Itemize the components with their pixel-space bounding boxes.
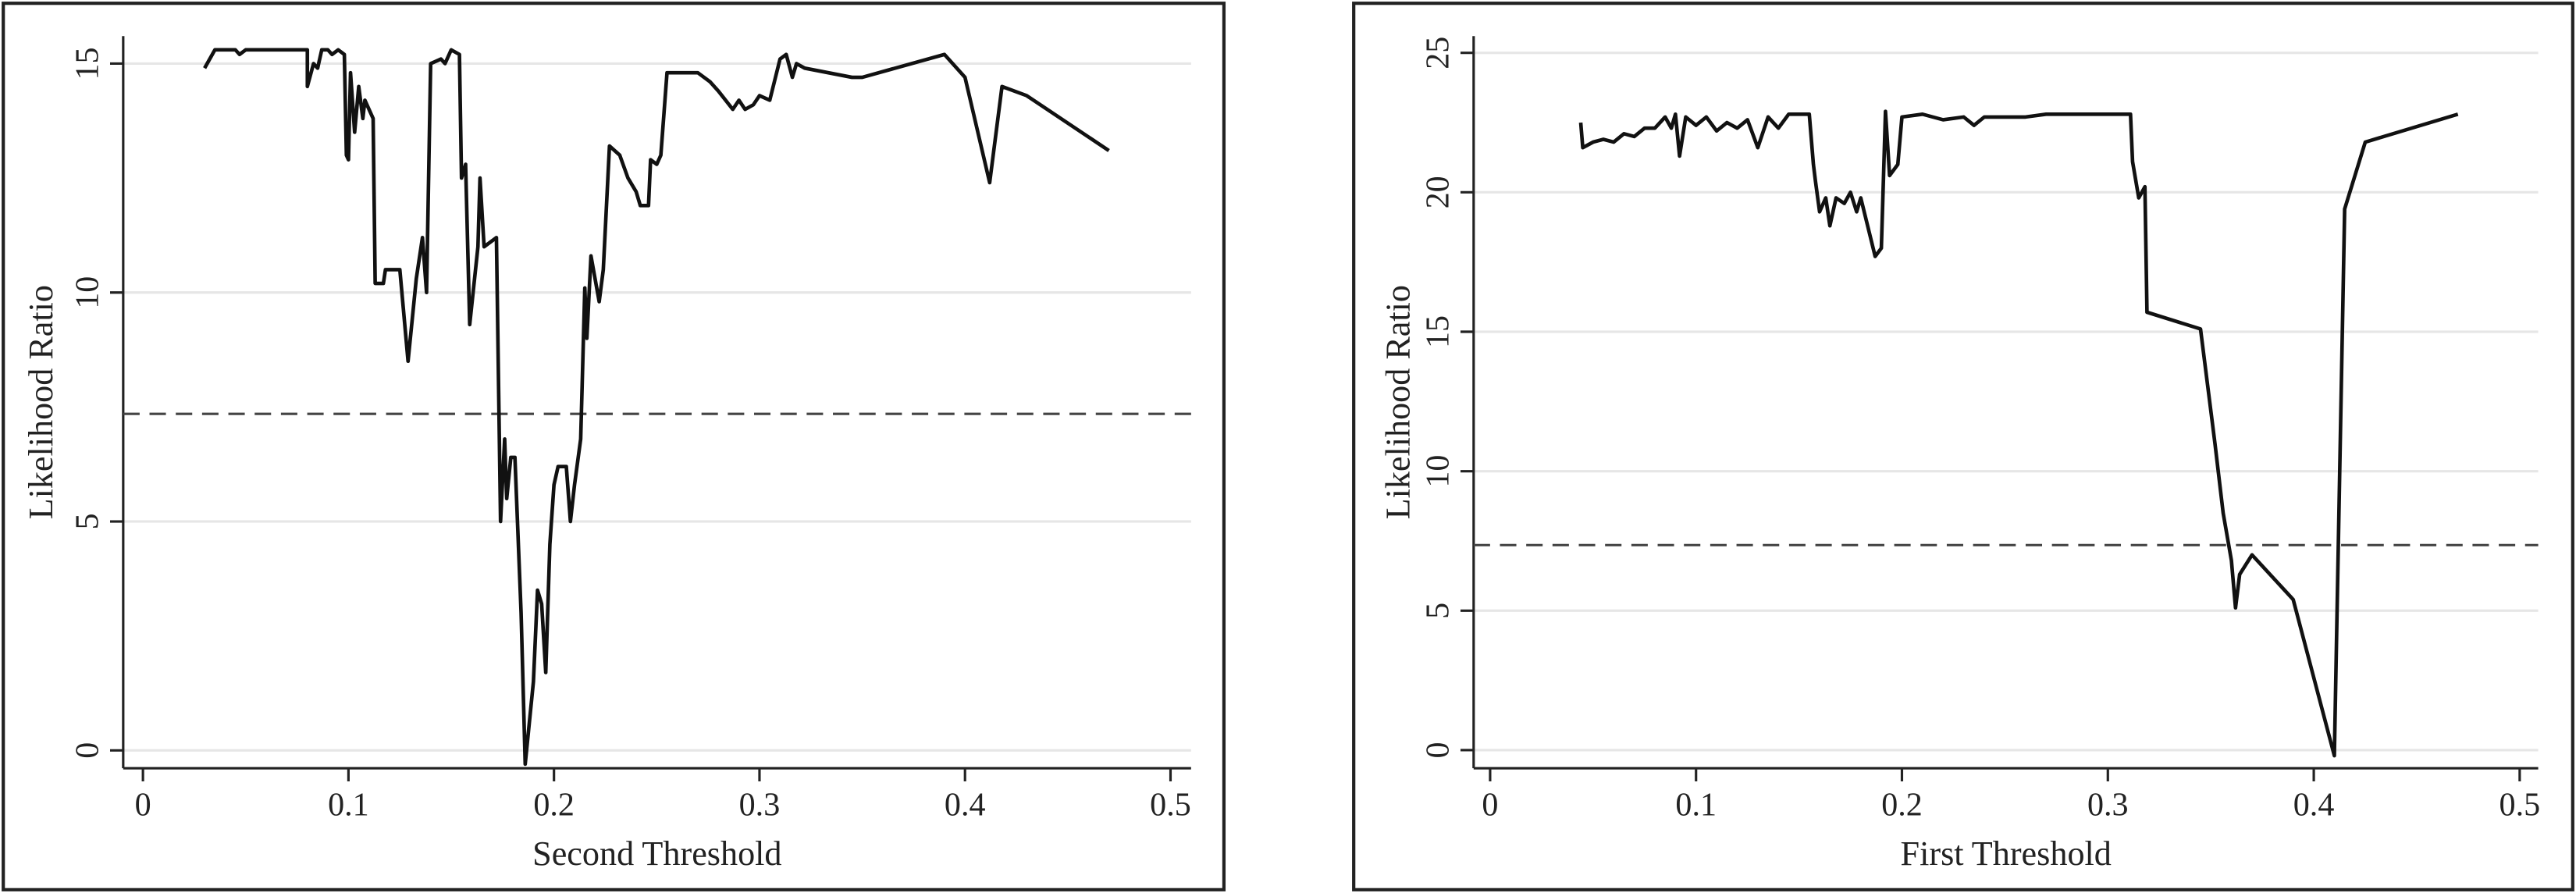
y-tick-label: 10 xyxy=(69,276,105,309)
y-tick-label: 0 xyxy=(1420,742,1456,758)
x-tick-label: 0 xyxy=(135,787,151,823)
x-tick-label: 0.3 xyxy=(2087,787,2129,823)
x-axis-label: First Threshold xyxy=(1901,834,2112,873)
panel-frame xyxy=(1352,2,2574,891)
y-tick-label: 25 xyxy=(1420,37,1456,69)
y-tick-label: 20 xyxy=(1420,176,1456,208)
x-tick-label: 0.4 xyxy=(945,787,986,823)
y-tick-label: 10 xyxy=(1420,455,1456,488)
x-tick-label: 0.4 xyxy=(2293,787,2335,823)
panel-frame xyxy=(2,2,1226,891)
y-tick-label: 15 xyxy=(1420,315,1456,348)
x-tick-label: 0.1 xyxy=(328,787,369,823)
data-line xyxy=(203,48,1110,767)
y-axis-label: Likelihood Ratio xyxy=(22,285,60,519)
y-tick-label: 5 xyxy=(69,514,105,530)
x-axis-label: Second Threshold xyxy=(532,834,781,873)
x-tick-label: 0.5 xyxy=(2500,787,2541,823)
y-tick-label: 5 xyxy=(1420,603,1456,619)
x-tick-label: 0.5 xyxy=(1150,787,1191,823)
data-line xyxy=(1578,109,2459,758)
y-tick-label: 15 xyxy=(69,47,105,80)
x-tick-label: 0.2 xyxy=(533,787,575,823)
x-tick-label: 0.1 xyxy=(1675,787,1717,823)
y-tick-label: 0 xyxy=(69,742,105,759)
x-tick-label: 0 xyxy=(1482,787,1498,823)
x-tick-label: 0.2 xyxy=(1881,787,1923,823)
x-tick-label: 0.3 xyxy=(739,787,781,823)
y-axis-label: Likelihood Ratio xyxy=(1379,285,1417,519)
